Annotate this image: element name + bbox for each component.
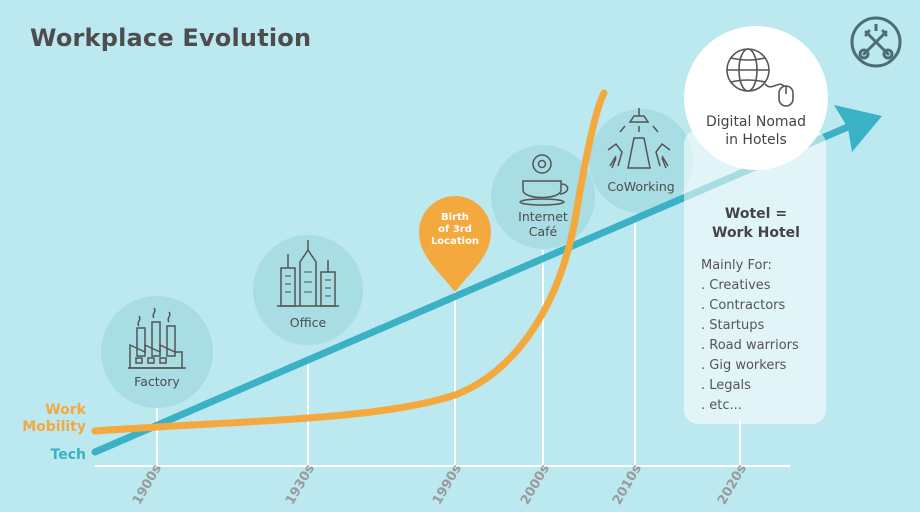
digital-nomad-label: Digital Nomad in Hotels xyxy=(706,114,806,148)
wotel-panel xyxy=(684,130,826,424)
crossed-keys-logo xyxy=(850,16,902,68)
birth-pin-marker xyxy=(419,196,491,292)
birth-of-3rd-location-label: Birth of 3rd Location xyxy=(430,212,480,247)
work-mobility-curve xyxy=(91,89,608,435)
list-item: . Legals xyxy=(701,378,751,393)
list-item: . Contractors xyxy=(701,298,786,313)
factory-label: Factory xyxy=(134,374,180,389)
mainly-for-list: Mainly For: . Creatives . Contractors . … xyxy=(701,256,799,416)
factory-icon xyxy=(128,307,186,369)
work-mobility-label: Work Mobility xyxy=(22,402,86,435)
coworking-label: CoWorking xyxy=(607,179,675,194)
coworking-icon xyxy=(607,108,671,169)
office-circle xyxy=(253,235,363,345)
page-title: Workplace Evolution xyxy=(30,24,312,52)
factory-circle xyxy=(101,296,213,408)
coworking-circle xyxy=(589,109,693,213)
list-item: . Startups xyxy=(701,318,765,333)
globe-mouse-icon xyxy=(726,48,794,107)
cafe-cup-icon xyxy=(519,154,569,206)
office-label: Office xyxy=(289,315,327,330)
office-buildings-icon xyxy=(277,240,339,307)
list-item: . Gig workers xyxy=(701,358,787,373)
timeline-ticks xyxy=(156,215,741,466)
wotel-title: Wotel = Work Hotel xyxy=(712,206,800,241)
mainly-for-heading: Mainly For: xyxy=(701,258,772,273)
list-item: . Creatives xyxy=(701,278,771,293)
list-item: . Road warriors xyxy=(701,338,799,353)
tech-label: Tech xyxy=(50,447,86,463)
list-item: . etc... xyxy=(701,398,742,413)
internet-cafe-label: Internet Café xyxy=(518,209,568,239)
